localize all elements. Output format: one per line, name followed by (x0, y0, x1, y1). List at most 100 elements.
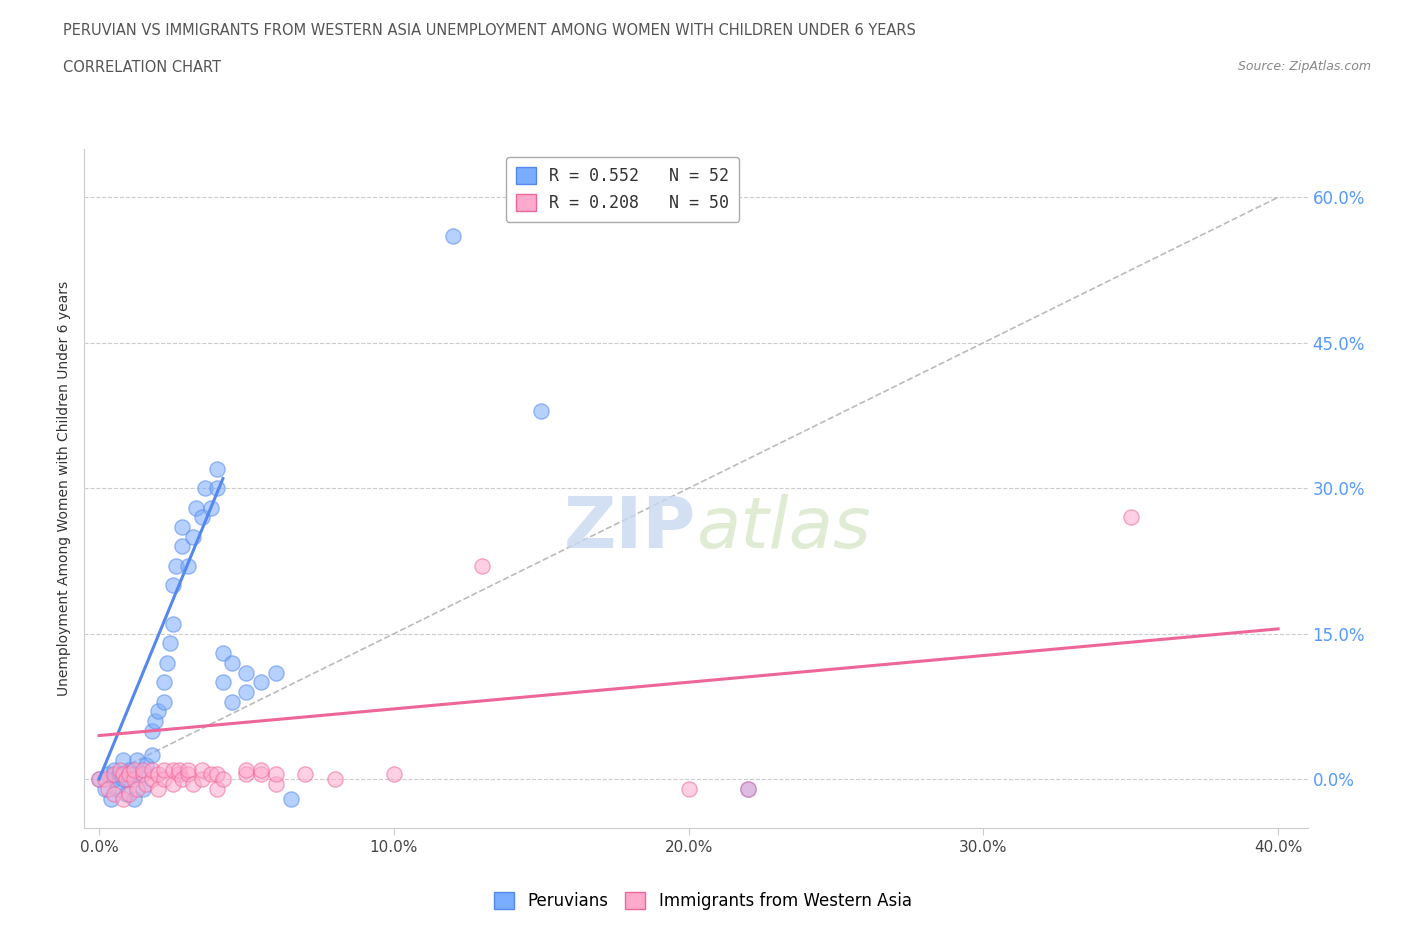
Point (97, 767, 120, 782)
Point (111, 772, 134, 787)
Point (264, 767, 287, 782)
Point (471, 558, 494, 573)
Text: atlas: atlas (696, 495, 870, 564)
Point (235, 665, 257, 680)
Point (108, 767, 131, 782)
Point (162, 578, 184, 592)
Point (114, 772, 136, 787)
Point (94, 781, 117, 796)
Point (170, 772, 193, 787)
Point (127, 781, 149, 796)
Point (156, 656, 179, 671)
Point (194, 481, 217, 496)
Point (143, 713, 166, 728)
Point (132, 767, 155, 782)
Point (94, 772, 117, 787)
Point (441, 229, 464, 244)
Point (103, 762, 125, 777)
Point (124, 762, 146, 777)
Y-axis label: Unemployment Among Women with Children Under 6 years: Unemployment Among Women with Children U… (58, 281, 72, 696)
Point (146, 781, 169, 796)
Point (111, 791, 134, 806)
Point (221, 694, 243, 709)
Point (141, 748, 163, 763)
Point (111, 752, 134, 767)
Point (183, 777, 205, 791)
Legend: R = 0.552   N = 52, R = 0.208   N = 50: R = 0.552 N = 52, R = 0.208 N = 50 (506, 157, 740, 221)
Point (132, 762, 155, 777)
Point (162, 617, 184, 631)
Point (153, 694, 176, 709)
Point (153, 675, 176, 690)
Point (221, 656, 243, 671)
Point (132, 767, 155, 782)
Point (176, 767, 198, 782)
Point (264, 777, 287, 791)
Point (530, 404, 553, 418)
Point (87, 772, 110, 787)
Point (146, 767, 169, 782)
Point (382, 767, 405, 782)
Point (200, 500, 222, 515)
Point (212, 675, 235, 690)
Point (1119, 510, 1142, 525)
Point (250, 767, 273, 782)
Point (117, 762, 139, 777)
Point (159, 636, 181, 651)
Text: CORRELATION CHART: CORRELATION CHART (63, 60, 221, 75)
Point (212, 645, 235, 660)
Point (200, 767, 222, 782)
Point (205, 781, 228, 796)
Point (103, 767, 125, 782)
Point (235, 767, 257, 782)
Point (235, 684, 257, 699)
Point (87, 772, 110, 787)
Point (170, 539, 193, 554)
Point (117, 787, 139, 802)
Point (165, 558, 187, 573)
Point (737, 781, 759, 796)
Point (108, 762, 131, 777)
Point (162, 762, 184, 777)
Point (183, 529, 205, 544)
Point (162, 777, 184, 791)
Point (111, 767, 134, 782)
Text: Source: ZipAtlas.com: Source: ZipAtlas.com (1237, 60, 1371, 73)
Point (737, 781, 759, 796)
Point (146, 704, 169, 719)
Point (205, 767, 228, 782)
Point (114, 787, 136, 802)
Point (135, 777, 157, 791)
Point (103, 787, 125, 802)
Point (124, 772, 146, 787)
Point (117, 772, 139, 787)
Point (132, 781, 155, 796)
Point (124, 791, 146, 806)
Point (176, 762, 198, 777)
Point (191, 762, 214, 777)
Point (167, 767, 190, 782)
Point (135, 757, 157, 772)
Point (264, 665, 287, 680)
Point (235, 762, 257, 777)
Point (191, 510, 214, 525)
Text: PERUVIAN VS IMMIGRANTS FROM WESTERN ASIA UNEMPLOYMENT AMONG WOMEN WITH CHILDREN : PERUVIAN VS IMMIGRANTS FROM WESTERN ASIA… (63, 23, 917, 38)
Point (323, 772, 346, 787)
Point (141, 724, 163, 738)
Point (153, 762, 176, 777)
Point (141, 762, 163, 777)
Point (294, 767, 316, 782)
Point (103, 772, 125, 787)
Text: ZIP: ZIP (564, 495, 696, 564)
Point (212, 772, 235, 787)
Point (141, 772, 163, 787)
Point (280, 791, 302, 806)
Point (250, 762, 273, 777)
Point (176, 558, 198, 573)
Point (250, 675, 273, 690)
Point (205, 481, 228, 496)
Point (97, 781, 120, 796)
Point (191, 772, 214, 787)
Point (127, 752, 149, 767)
Point (186, 500, 208, 515)
